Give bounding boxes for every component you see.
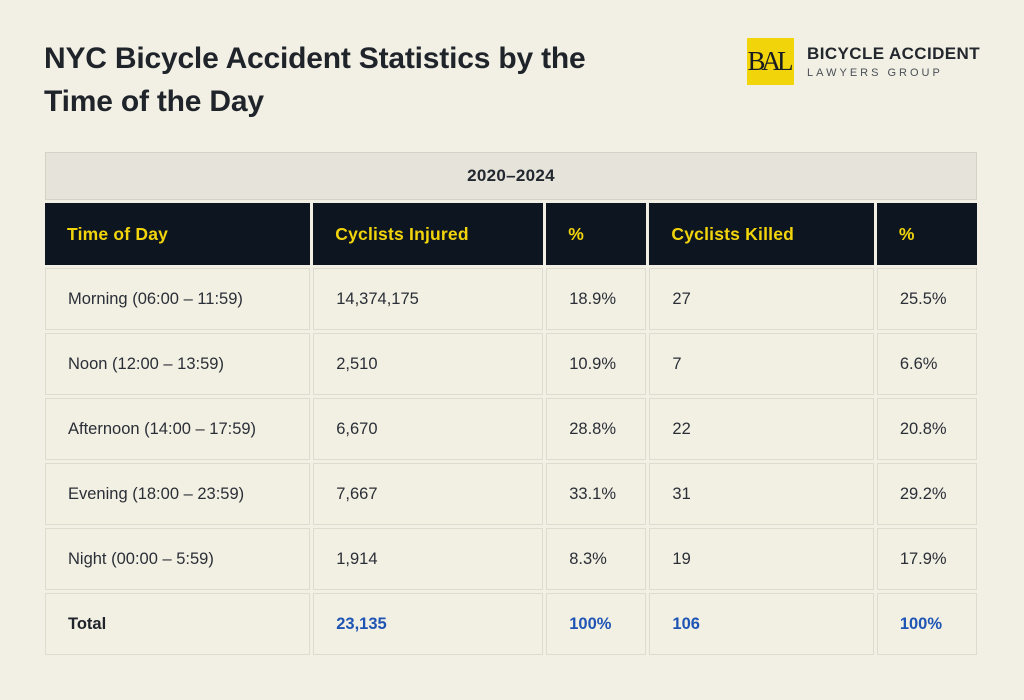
- cell-time-of-day: Morning (06:00 – 11:59): [45, 268, 311, 331]
- table-row: Night (00:00 – 5:59) 1,914 8.3% 19 17.9%: [45, 528, 977, 591]
- cell-time-of-day: Night (00:00 – 5:59): [45, 528, 311, 591]
- column-header-time-of-day: Time of Day: [45, 203, 311, 266]
- cell-killed-percent: 25.5%: [876, 268, 977, 331]
- cell-killed-percent: 17.9%: [876, 528, 977, 591]
- cell-cyclists-killed: 31: [649, 463, 874, 526]
- cell-time-of-day: Afternoon (14:00 – 17:59): [45, 398, 311, 461]
- logo: BAL BICYCLE ACCIDENT LAWYERS GROUP: [747, 38, 980, 85]
- cell-cyclists-killed: 27: [649, 268, 874, 331]
- page-title: NYC Bicycle Accident Statistics by the T…: [44, 38, 586, 123]
- cell-killed-percent: 29.2%: [876, 463, 977, 526]
- cell-killed-percent: 20.8%: [876, 398, 977, 461]
- page-title-line-1: NYC Bicycle Accident Statistics by the: [44, 42, 586, 75]
- cell-total-injured-percent: 100%: [546, 593, 647, 656]
- column-header-injured-percent: %: [546, 203, 647, 266]
- cell-cyclists-injured: 7,667: [313, 463, 544, 526]
- column-header-cyclists-killed: Cyclists Killed: [649, 203, 874, 266]
- cell-injured-percent: 28.8%: [546, 398, 647, 461]
- cell-cyclists-killed: 22: [649, 398, 874, 461]
- table-row: Evening (18:00 – 23:59) 7,667 33.1% 31 2…: [45, 463, 977, 526]
- period-band: 2020–2024: [45, 152, 977, 201]
- logo-subtitle: LAWYERS GROUP: [807, 66, 943, 79]
- cell-cyclists-injured: 2,510: [313, 333, 544, 396]
- cell-total-cyclists-killed: 106: [649, 593, 874, 656]
- cell-injured-percent: 33.1%: [546, 463, 647, 526]
- cell-injured-percent: 10.9%: [546, 333, 647, 396]
- cell-cyclists-injured: 1,914: [313, 528, 544, 591]
- cell-total-cyclists-injured: 23,135: [313, 593, 544, 656]
- cell-cyclists-injured: 14,374,175: [313, 268, 544, 331]
- logo-monogram: BAL: [747, 46, 794, 76]
- column-header-killed-percent: %: [876, 203, 977, 266]
- cell-cyclists-killed: 7: [649, 333, 874, 396]
- total-row: Total 23,135 100% 106 100%: [45, 593, 977, 656]
- cell-total-killed-percent: 100%: [876, 593, 977, 656]
- cell-injured-percent: 18.9%: [546, 268, 647, 331]
- column-header-row: Time of Day Cyclists Injured % Cyclists …: [45, 203, 977, 266]
- page-title-line-2: Time of the Day: [44, 84, 264, 118]
- logo-name: BICYCLE ACCIDENT: [807, 44, 980, 64]
- cell-time-of-day: Noon (12:00 – 13:59): [45, 333, 311, 396]
- table-row: Morning (06:00 – 11:59) 14,374,175 18.9%…: [45, 268, 977, 331]
- cell-time-of-day: Evening (18:00 – 23:59): [45, 463, 311, 526]
- column-header-cyclists-injured: Cyclists Injured: [313, 203, 544, 266]
- stats-table: 2020–2024 Time of Day Cyclists Injured %…: [42, 149, 980, 658]
- bal-logo-icon: BAL: [747, 38, 795, 85]
- table-row: Noon (12:00 – 13:59) 2,510 10.9% 7 6.6%: [45, 333, 977, 396]
- period-band-row: 2020–2024: [45, 152, 977, 201]
- logo-text: BICYCLE ACCIDENT LAWYERS GROUP: [807, 44, 980, 79]
- cell-cyclists-injured: 6,670: [313, 398, 544, 461]
- cell-killed-percent: 6.6%: [876, 333, 977, 396]
- table-container: 2020–2024 Time of Day Cyclists Injured %…: [42, 149, 982, 658]
- cell-cyclists-killed: 19: [649, 528, 874, 591]
- cell-injured-percent: 8.3%: [546, 528, 647, 591]
- table-row: Afternoon (14:00 – 17:59) 6,670 28.8% 22…: [45, 398, 977, 461]
- cell-total-label: Total: [45, 593, 311, 656]
- header: NYC Bicycle Accident Statistics by the T…: [0, 0, 1024, 123]
